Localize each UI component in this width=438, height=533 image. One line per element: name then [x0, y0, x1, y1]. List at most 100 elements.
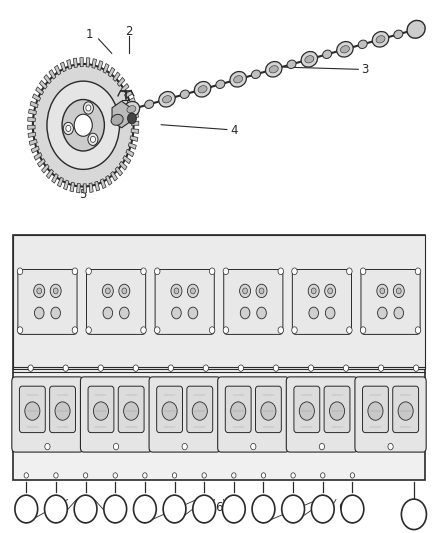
- Polygon shape: [57, 177, 64, 187]
- Polygon shape: [127, 98, 135, 104]
- Circle shape: [415, 268, 421, 274]
- Circle shape: [72, 327, 78, 334]
- Circle shape: [256, 284, 267, 297]
- Circle shape: [86, 268, 92, 274]
- Ellipse shape: [340, 46, 350, 53]
- Circle shape: [223, 268, 229, 274]
- Circle shape: [232, 473, 236, 478]
- FancyBboxPatch shape: [49, 386, 75, 433]
- Ellipse shape: [323, 50, 332, 59]
- Circle shape: [257, 307, 266, 319]
- FancyBboxPatch shape: [218, 377, 289, 452]
- Ellipse shape: [358, 40, 367, 49]
- Circle shape: [182, 443, 187, 450]
- Circle shape: [33, 64, 134, 187]
- Circle shape: [282, 495, 304, 523]
- Circle shape: [64, 122, 74, 134]
- Circle shape: [238, 365, 244, 372]
- Polygon shape: [28, 109, 36, 115]
- Polygon shape: [110, 172, 117, 181]
- FancyBboxPatch shape: [13, 235, 425, 480]
- Ellipse shape: [287, 60, 296, 68]
- Circle shape: [394, 307, 403, 319]
- Text: 3: 3: [361, 63, 369, 76]
- Circle shape: [319, 443, 325, 450]
- Circle shape: [66, 125, 71, 132]
- FancyBboxPatch shape: [118, 386, 144, 433]
- FancyBboxPatch shape: [81, 377, 152, 452]
- Circle shape: [209, 327, 215, 334]
- Polygon shape: [95, 181, 100, 191]
- Polygon shape: [100, 179, 106, 189]
- FancyBboxPatch shape: [224, 270, 283, 334]
- Ellipse shape: [216, 80, 225, 88]
- FancyBboxPatch shape: [286, 377, 357, 452]
- Ellipse shape: [159, 92, 175, 107]
- Circle shape: [240, 284, 251, 297]
- Polygon shape: [128, 143, 136, 149]
- Circle shape: [47, 81, 120, 169]
- Circle shape: [341, 495, 364, 523]
- Circle shape: [155, 327, 160, 334]
- Circle shape: [231, 402, 246, 420]
- Circle shape: [368, 402, 383, 420]
- Polygon shape: [70, 182, 74, 192]
- Circle shape: [163, 495, 186, 523]
- Polygon shape: [28, 132, 36, 138]
- Circle shape: [308, 284, 319, 297]
- Circle shape: [113, 443, 119, 450]
- Polygon shape: [86, 58, 90, 67]
- Circle shape: [243, 288, 247, 294]
- Polygon shape: [28, 125, 35, 130]
- Circle shape: [259, 288, 264, 294]
- Text: 2: 2: [125, 26, 133, 38]
- Polygon shape: [103, 63, 109, 74]
- Ellipse shape: [251, 70, 261, 78]
- FancyBboxPatch shape: [292, 270, 352, 334]
- Circle shape: [321, 473, 325, 478]
- Polygon shape: [123, 156, 131, 164]
- Ellipse shape: [127, 106, 136, 113]
- FancyBboxPatch shape: [13, 235, 425, 369]
- Circle shape: [380, 288, 385, 294]
- FancyBboxPatch shape: [225, 386, 251, 433]
- FancyBboxPatch shape: [18, 270, 77, 334]
- Ellipse shape: [372, 31, 389, 47]
- Circle shape: [54, 473, 58, 478]
- Ellipse shape: [230, 71, 247, 87]
- Circle shape: [378, 307, 387, 319]
- Ellipse shape: [305, 55, 314, 63]
- Circle shape: [308, 365, 314, 372]
- Polygon shape: [131, 121, 139, 125]
- Ellipse shape: [111, 115, 123, 125]
- Circle shape: [273, 365, 279, 372]
- Circle shape: [292, 327, 297, 334]
- Circle shape: [98, 365, 103, 372]
- Circle shape: [72, 268, 78, 274]
- Circle shape: [209, 268, 215, 274]
- Polygon shape: [124, 90, 132, 98]
- Circle shape: [223, 495, 245, 523]
- Circle shape: [113, 473, 117, 478]
- Text: 6: 6: [215, 501, 223, 514]
- Circle shape: [240, 307, 250, 319]
- FancyBboxPatch shape: [88, 386, 114, 433]
- Circle shape: [396, 288, 401, 294]
- Text: 1: 1: [86, 28, 94, 41]
- Ellipse shape: [301, 52, 318, 67]
- Polygon shape: [49, 69, 56, 79]
- Circle shape: [192, 402, 207, 420]
- Circle shape: [401, 499, 427, 530]
- Circle shape: [261, 473, 266, 478]
- Text: 6: 6: [338, 501, 346, 514]
- Circle shape: [103, 307, 113, 319]
- Polygon shape: [129, 105, 137, 111]
- Circle shape: [377, 284, 388, 297]
- FancyBboxPatch shape: [355, 377, 426, 452]
- Circle shape: [88, 133, 98, 146]
- Circle shape: [134, 495, 156, 523]
- Polygon shape: [44, 75, 51, 84]
- FancyBboxPatch shape: [393, 386, 419, 433]
- Circle shape: [62, 100, 104, 151]
- Circle shape: [350, 473, 355, 478]
